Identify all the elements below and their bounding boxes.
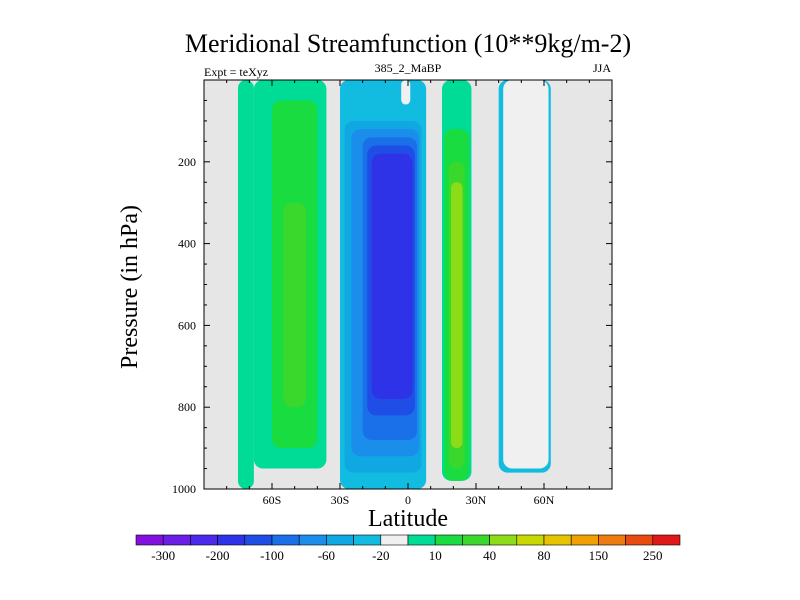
contour-region-10 xyxy=(371,153,413,400)
colorbar-label: 250 xyxy=(643,548,663,563)
right-string: JJA xyxy=(593,61,611,75)
y-tick-label: 800 xyxy=(178,400,196,414)
y-tick-label: 400 xyxy=(178,237,196,251)
x-tick-label: 60S xyxy=(263,493,282,507)
y-tick-label: 200 xyxy=(178,155,196,169)
colorbar-box-7 xyxy=(326,534,354,546)
colorbar-label: 80 xyxy=(538,548,551,563)
chart-title: Meridional Streamfunction (10**9kg/m-2) xyxy=(185,29,631,58)
colorbar-box-10 xyxy=(407,534,436,546)
colorbar: -300 -200 -100 -60 -20 10 40 80 150 250 xyxy=(135,534,681,563)
plot-area xyxy=(203,79,613,490)
contour-region-11 xyxy=(401,80,411,105)
colorbar-box-2 xyxy=(190,534,218,546)
colorbar-label: 10 xyxy=(429,548,442,563)
colorbar-box-6 xyxy=(298,534,327,546)
colorbar-box-1 xyxy=(162,534,191,546)
colorbar-box-14 xyxy=(516,534,545,546)
x-tick-label: 30S xyxy=(331,493,350,507)
x-tick-label: 30N xyxy=(466,493,487,507)
colorbar-box-9 xyxy=(380,534,409,546)
y-tick-label: 600 xyxy=(178,318,196,332)
y-tick-label: 1000 xyxy=(172,482,196,496)
x-tick-label: 60N xyxy=(534,493,555,507)
colorbar-box-18 xyxy=(625,534,654,546)
colorbar-label: -20 xyxy=(372,548,389,563)
colorbar-label: -60 xyxy=(318,548,335,563)
colorbar-box-19 xyxy=(652,534,681,546)
contour-region-0 xyxy=(238,80,254,489)
colorbar-box-11 xyxy=(434,534,463,546)
x-axis-label: Latitude xyxy=(368,506,448,532)
colorbar-label: -100 xyxy=(260,548,284,563)
colorbar-box-4 xyxy=(244,534,273,546)
y-axis-label: Pressure (in hPa) xyxy=(117,205,143,369)
contour-region-15 xyxy=(451,182,463,449)
colorbar-box-0 xyxy=(135,534,164,546)
colorbar-box-12 xyxy=(462,534,490,546)
left-string: Expt = teXyz xyxy=(204,65,268,79)
colorbar-label: -300 xyxy=(151,548,175,563)
colorbar-box-16 xyxy=(570,534,599,546)
colorbar-box-15 xyxy=(543,534,572,546)
center-string: 385_2_MaBP xyxy=(375,61,442,75)
colorbar-box-8 xyxy=(353,534,382,546)
x-tick-label: 0 xyxy=(405,493,411,507)
colorbar-box-17 xyxy=(598,534,626,546)
colorbar-label: 40 xyxy=(483,548,496,563)
contour-region-17 xyxy=(503,80,549,469)
colorbar-box-5 xyxy=(271,534,300,546)
colorbar-label: -200 xyxy=(206,548,230,563)
contour-region-4 xyxy=(283,202,306,408)
x-axis-ticks: 60S 30S 0 30N 60N xyxy=(203,80,613,507)
y-axis-ticks: 200 400 600 800 1000 xyxy=(172,79,612,496)
colorbar-box-13 xyxy=(489,534,518,546)
colorbar-label: 150 xyxy=(589,548,609,563)
colorbar-box-3 xyxy=(217,534,246,546)
